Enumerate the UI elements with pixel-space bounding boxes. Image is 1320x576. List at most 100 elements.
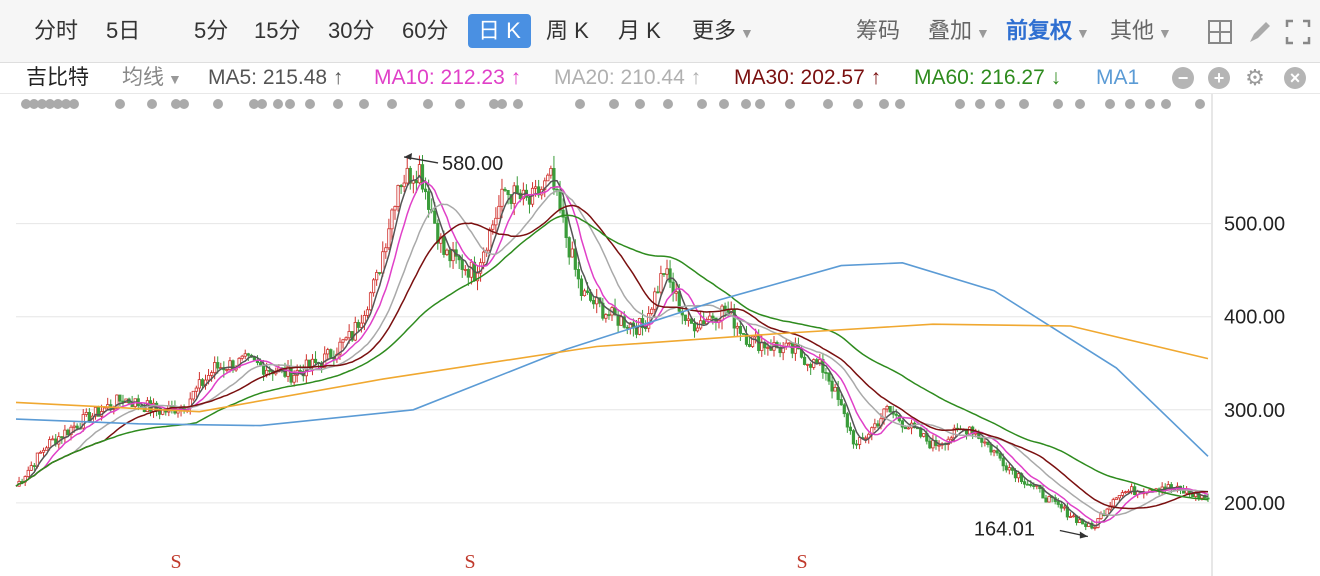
candle[interactable] bbox=[1123, 490, 1128, 494]
candle[interactable] bbox=[601, 297, 605, 321]
candle[interactable] bbox=[564, 205, 568, 248]
event-dot[interactable] bbox=[1125, 99, 1135, 109]
candle[interactable] bbox=[766, 341, 770, 356]
candle[interactable] bbox=[738, 321, 742, 342]
candle[interactable] bbox=[839, 394, 843, 406]
candle[interactable] bbox=[1047, 495, 1051, 503]
candle[interactable] bbox=[1004, 462, 1008, 473]
candle[interactable] bbox=[500, 178, 504, 219]
candle[interactable] bbox=[402, 174, 406, 193]
candle[interactable] bbox=[1114, 496, 1118, 501]
candle[interactable] bbox=[1120, 490, 1125, 498]
other-dropdown[interactable]: 其他 ▼ bbox=[1110, 18, 1172, 43]
event-dot[interactable] bbox=[1053, 99, 1063, 109]
candle[interactable] bbox=[833, 383, 837, 392]
period-30min[interactable]: 30分 bbox=[328, 18, 375, 43]
candle[interactable] bbox=[546, 173, 550, 182]
candle[interactable] bbox=[161, 409, 165, 416]
candle[interactable] bbox=[194, 385, 198, 398]
event-dot[interactable] bbox=[1161, 99, 1171, 109]
candle[interactable] bbox=[503, 187, 507, 192]
candle[interactable] bbox=[668, 260, 672, 288]
event-dot[interactable] bbox=[513, 99, 523, 109]
event-dot[interactable] bbox=[69, 99, 79, 109]
candle[interactable] bbox=[1111, 497, 1115, 507]
candle[interactable] bbox=[216, 356, 220, 374]
candle[interactable] bbox=[38, 450, 43, 454]
period-intraday[interactable]: 分时 bbox=[34, 18, 79, 43]
candle[interactable] bbox=[41, 447, 46, 457]
candle[interactable] bbox=[341, 338, 345, 349]
candle[interactable] bbox=[1044, 494, 1048, 503]
event-dot[interactable] bbox=[37, 99, 47, 109]
candle[interactable] bbox=[980, 437, 984, 448]
plus-icon[interactable]: + bbox=[1208, 67, 1230, 89]
candle[interactable] bbox=[579, 275, 584, 301]
event-dot[interactable] bbox=[785, 99, 795, 109]
event-dot[interactable] bbox=[663, 99, 673, 109]
candle[interactable] bbox=[549, 165, 553, 179]
event-dot[interactable] bbox=[147, 99, 157, 109]
candle[interactable] bbox=[1059, 501, 1063, 513]
candle[interactable] bbox=[1023, 478, 1027, 489]
event-dot[interactable] bbox=[179, 99, 189, 109]
candle[interactable] bbox=[674, 282, 678, 302]
event-dot[interactable] bbox=[423, 99, 433, 109]
event-dot[interactable] bbox=[273, 99, 283, 109]
candle[interactable] bbox=[84, 408, 88, 417]
event-dot[interactable] bbox=[975, 99, 985, 109]
candle[interactable] bbox=[408, 165, 412, 190]
candle[interactable] bbox=[365, 306, 370, 319]
event-dot[interactable] bbox=[213, 99, 223, 109]
candle[interactable] bbox=[329, 348, 333, 359]
period-5day[interactable]: 5日 bbox=[106, 18, 141, 43]
candle[interactable] bbox=[405, 156, 409, 186]
event-dot[interactable] bbox=[305, 99, 315, 109]
event-dot[interactable] bbox=[755, 99, 765, 109]
candle[interactable] bbox=[735, 322, 739, 337]
candle[interactable] bbox=[873, 418, 877, 431]
period-weekly-k[interactable]: 周 K bbox=[546, 18, 589, 43]
candle[interactable] bbox=[576, 261, 580, 289]
candle[interactable] bbox=[371, 278, 376, 297]
candle[interactable] bbox=[552, 155, 556, 195]
candle[interactable] bbox=[845, 411, 849, 433]
avg-line-dropdown[interactable]: 均线 ▼ bbox=[122, 66, 182, 89]
candle[interactable] bbox=[445, 248, 449, 257]
candle[interactable] bbox=[793, 337, 797, 361]
candle[interactable] bbox=[854, 439, 859, 449]
event-dot[interactable] bbox=[1105, 99, 1115, 109]
candle[interactable] bbox=[197, 372, 201, 394]
candle[interactable] bbox=[665, 259, 669, 280]
event-dot[interactable] bbox=[635, 99, 645, 109]
event-dot[interactable] bbox=[497, 99, 507, 109]
candle[interactable] bbox=[708, 311, 712, 320]
candle[interactable] bbox=[656, 285, 660, 294]
candle[interactable] bbox=[466, 267, 470, 286]
event-dot[interactable] bbox=[29, 99, 39, 109]
event-dot[interactable] bbox=[333, 99, 343, 109]
candle[interactable] bbox=[1084, 521, 1088, 531]
event-dot[interactable] bbox=[115, 99, 125, 109]
candle[interactable] bbox=[326, 347, 330, 361]
candle[interactable] bbox=[353, 316, 357, 342]
event-dot[interactable] bbox=[995, 99, 1005, 109]
period-5min[interactable]: 5分 bbox=[194, 18, 229, 43]
candle[interactable] bbox=[118, 394, 122, 407]
candle[interactable] bbox=[650, 307, 654, 316]
candle[interactable] bbox=[200, 378, 205, 389]
expand-icon[interactable] bbox=[1284, 18, 1312, 46]
period-15min[interactable]: 15分 bbox=[254, 18, 301, 43]
candle[interactable] bbox=[806, 363, 810, 372]
candle[interactable] bbox=[26, 466, 30, 478]
candle[interactable] bbox=[604, 313, 608, 323]
candle[interactable] bbox=[488, 227, 492, 256]
event-dot[interactable] bbox=[285, 99, 295, 109]
candle[interactable] bbox=[384, 243, 388, 259]
candle[interactable] bbox=[29, 461, 33, 471]
candle[interactable] bbox=[448, 246, 452, 268]
event-dot[interactable] bbox=[257, 99, 267, 109]
candle[interactable] bbox=[228, 357, 232, 373]
event-dot[interactable] bbox=[879, 99, 889, 109]
event-dot[interactable] bbox=[1195, 99, 1205, 109]
